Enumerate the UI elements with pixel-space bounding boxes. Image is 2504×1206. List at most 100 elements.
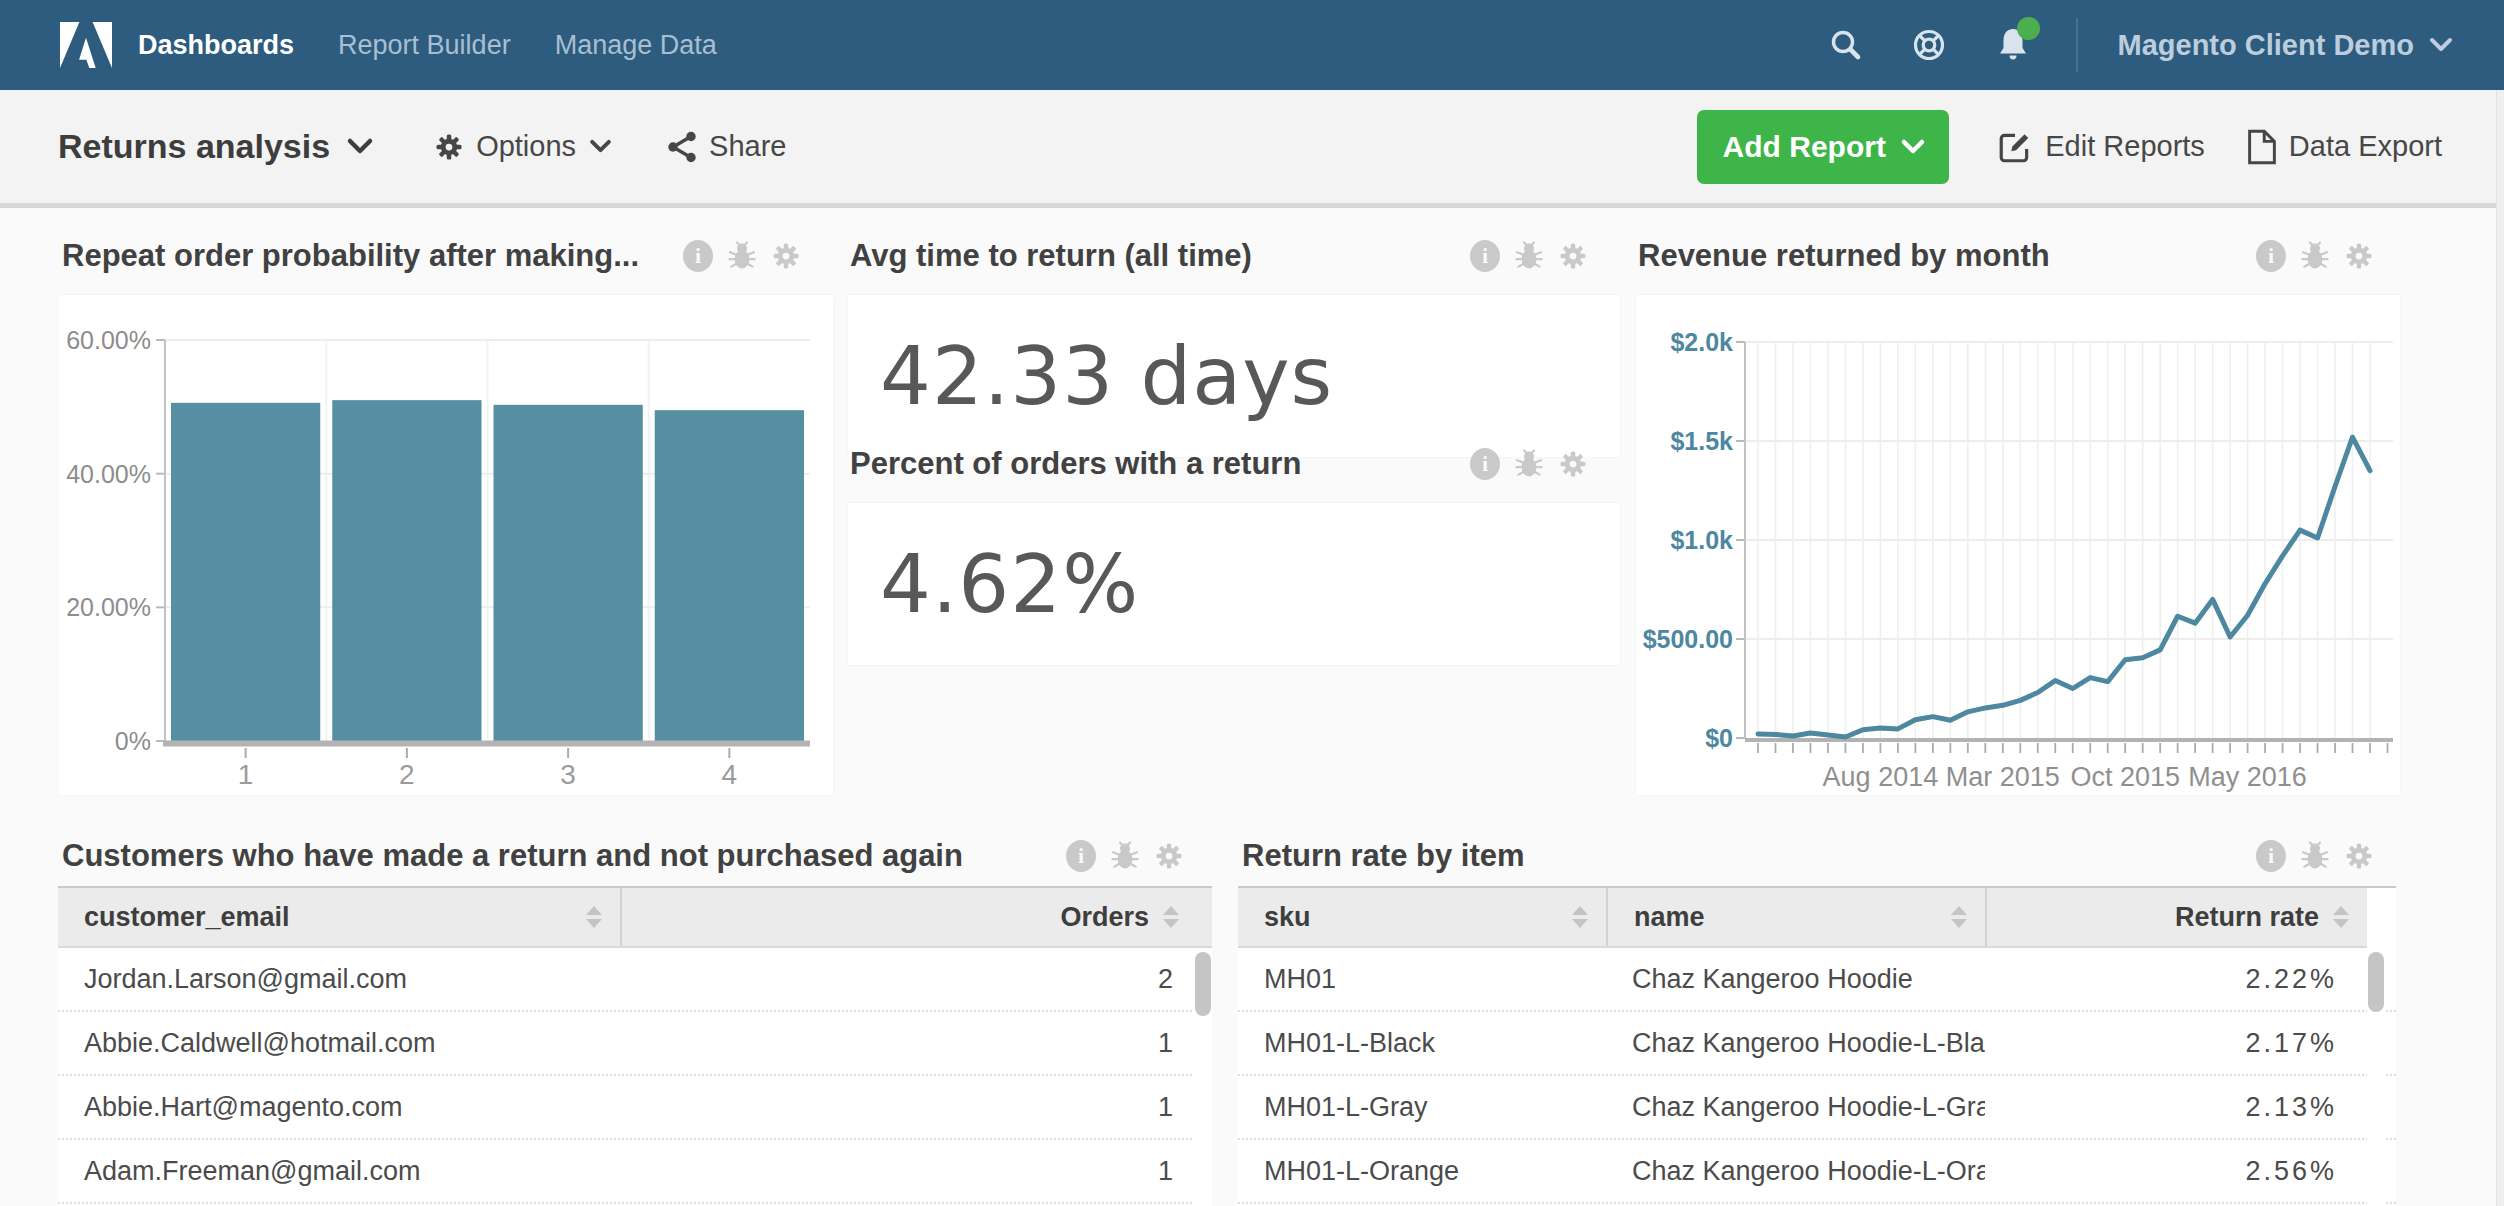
- avg-time-value: 42.33 days: [880, 330, 1333, 423]
- scrollbar-thumb[interactable]: [1195, 952, 1211, 1016]
- data-export-button[interactable]: Data Export: [2247, 129, 2442, 165]
- share-label: Share: [709, 130, 786, 163]
- info-icon[interactable]: i: [2256, 840, 2286, 872]
- svg-text:$2.0k: $2.0k: [1670, 328, 1733, 356]
- top-navbar: Dashboards Report Builder Manage Data: [0, 0, 2504, 90]
- notifications-bell-icon[interactable]: [1994, 25, 2032, 65]
- gear-icon[interactable]: [771, 241, 801, 271]
- dashboard-title-dropdown[interactable]: Returns analysis: [58, 127, 372, 166]
- panel-actions: i: [1470, 448, 1588, 480]
- nav-item-report-builder[interactable]: Report Builder: [338, 30, 511, 61]
- edit-pencil-icon: [1997, 129, 2033, 165]
- svg-text:$1.5k: $1.5k: [1670, 427, 1733, 455]
- bug-icon[interactable]: [727, 241, 757, 271]
- bug-icon[interactable]: [1110, 841, 1140, 871]
- bug-icon[interactable]: [2300, 841, 2330, 871]
- share-button[interactable]: Share: [667, 130, 786, 163]
- panel-actions: i: [1066, 840, 1184, 872]
- table-row: Jordan.Larson@gmail.com2: [58, 948, 1212, 1012]
- table-cell: 2: [620, 964, 1197, 995]
- column-header-orders[interactable]: Orders: [620, 888, 1197, 946]
- column-header-customer-email[interactable]: customer_email: [58, 888, 620, 946]
- vertical-scrollbar[interactable]: [1194, 948, 1212, 1206]
- return-rate-table: sku name Return rate MH01Chaz Kangeroo H…: [1238, 886, 2396, 1206]
- table-cell: 2.56%: [1985, 1156, 2367, 1187]
- svg-text:4: 4: [722, 759, 738, 790]
- options-label: Options: [476, 130, 576, 163]
- edit-reports-label: Edit Reports: [2045, 130, 2205, 163]
- panel-actions: i: [683, 240, 801, 272]
- chevron-down-icon: [348, 139, 372, 154]
- info-icon[interactable]: i: [683, 240, 713, 272]
- search-icon[interactable]: [1828, 27, 1864, 63]
- account-menu[interactable]: Magento Client Demo: [2118, 29, 2452, 62]
- table-cell: Adam.Freeman@gmail.com: [58, 1156, 620, 1187]
- svg-text:$0: $0: [1705, 724, 1733, 752]
- edit-reports-button[interactable]: Edit Reports: [1997, 129, 2205, 165]
- svg-text:Mar 2015: Mar 2015: [1946, 762, 2060, 792]
- customers-table: customer_email Orders Jordan.Larson@gmai…: [58, 886, 1212, 1206]
- options-dropdown[interactable]: Options: [434, 130, 611, 163]
- nav-item-dashboards[interactable]: Dashboards: [138, 30, 294, 61]
- info-icon[interactable]: i: [2256, 240, 2286, 272]
- info-icon[interactable]: i: [1470, 448, 1500, 480]
- add-report-label: Add Report: [1723, 130, 1886, 164]
- info-icon[interactable]: i: [1470, 240, 1500, 272]
- table-cell: MH01-L-Orange: [1238, 1156, 1606, 1187]
- toolbar-right: Add Report Edit Reports Data Export: [1697, 110, 2442, 184]
- table-cell: 2.13%: [1985, 1092, 2367, 1123]
- gear-icon[interactable]: [2344, 841, 2374, 871]
- table-row: MH01Chaz Kangeroo Hoodie2.22%: [1238, 948, 2396, 1012]
- bug-icon[interactable]: [1514, 241, 1544, 271]
- table-cell: Chaz Kangeroo Hoodie-L-Gray: [1606, 1092, 1985, 1123]
- panel-title-return-rate: Return rate by item: [1242, 838, 1525, 874]
- dashboard-toolbar: Returns analysis Options Share Add Repor…: [0, 90, 2504, 208]
- revenue-chart-card: $0$500.00$1.0k$1.5k$2.0kAug 2014Mar 2015…: [1636, 295, 2400, 795]
- chevron-down-icon: [2430, 38, 2452, 52]
- help-icon[interactable]: [1910, 26, 1948, 64]
- nav-item-manage-data[interactable]: Manage Data: [555, 30, 717, 61]
- svg-text:Aug 2014: Aug 2014: [1823, 762, 1939, 792]
- notification-badge: [2017, 17, 2040, 40]
- table-row: MH01-L-OrangeChaz Kangeroo Hoodie-L-Oran…: [1238, 1140, 2396, 1204]
- info-icon[interactable]: i: [1066, 840, 1096, 872]
- vertical-scrollbar[interactable]: [2367, 948, 2385, 1206]
- panel-title-percent-orders: Percent of orders with a return: [850, 446, 1301, 482]
- revenue-line-chart[interactable]: $0$500.00$1.0k$1.5k$2.0kAug 2014Mar 2015…: [1636, 295, 2400, 795]
- bug-icon[interactable]: [2300, 241, 2330, 271]
- chevron-down-icon: [1902, 140, 1924, 154]
- table-row: MH01-L-GrayChaz Kangeroo Hoodie-L-Gray2.…: [1238, 1076, 2396, 1140]
- table-header-row: customer_email Orders: [58, 888, 1212, 948]
- svg-text:40.00%: 40.00%: [66, 460, 151, 488]
- svg-text:3: 3: [560, 759, 576, 790]
- column-header-sku[interactable]: sku: [1238, 888, 1606, 946]
- column-header-return-rate[interactable]: Return rate: [1985, 888, 2367, 946]
- scrollbar-thumb[interactable]: [2368, 952, 2384, 1012]
- table-cell: 1: [620, 1156, 1197, 1187]
- sort-icon: [2333, 906, 2349, 928]
- table-cell: 1: [620, 1092, 1197, 1123]
- gear-icon[interactable]: [1558, 449, 1588, 479]
- table-cell: Abbie.Hart@magento.com: [58, 1092, 620, 1123]
- column-header-name[interactable]: name: [1606, 888, 1985, 946]
- add-report-button[interactable]: Add Report: [1697, 110, 1949, 184]
- bug-icon[interactable]: [1514, 449, 1544, 479]
- table-cell: MH01: [1238, 964, 1606, 995]
- table-cell: 1: [620, 1028, 1197, 1059]
- repeat-order-bar-chart[interactable]: 0%20.00%40.00%60.00%1234: [58, 295, 833, 795]
- table-row: Abbie.Caldwell@hotmail.com1: [58, 1012, 1212, 1076]
- sort-icon: [1572, 906, 1588, 928]
- share-icon: [667, 131, 697, 163]
- gear-icon[interactable]: [1154, 841, 1184, 871]
- gear-icon[interactable]: [2344, 241, 2374, 271]
- dashboard-title: Returns analysis: [58, 127, 330, 166]
- gear-icon[interactable]: [1558, 241, 1588, 271]
- page-scrollbar[interactable]: [2496, 90, 2504, 1206]
- chevron-down-icon: [590, 140, 611, 153]
- table-cell: Chaz Kangeroo Hoodie-L-Orange: [1606, 1156, 1985, 1187]
- gear-icon: [434, 132, 464, 162]
- sort-icon: [586, 906, 602, 928]
- adobe-logo-icon[interactable]: [60, 22, 112, 68]
- svg-text:2: 2: [399, 759, 415, 790]
- svg-text:Oct 2015: Oct 2015: [2070, 762, 2180, 792]
